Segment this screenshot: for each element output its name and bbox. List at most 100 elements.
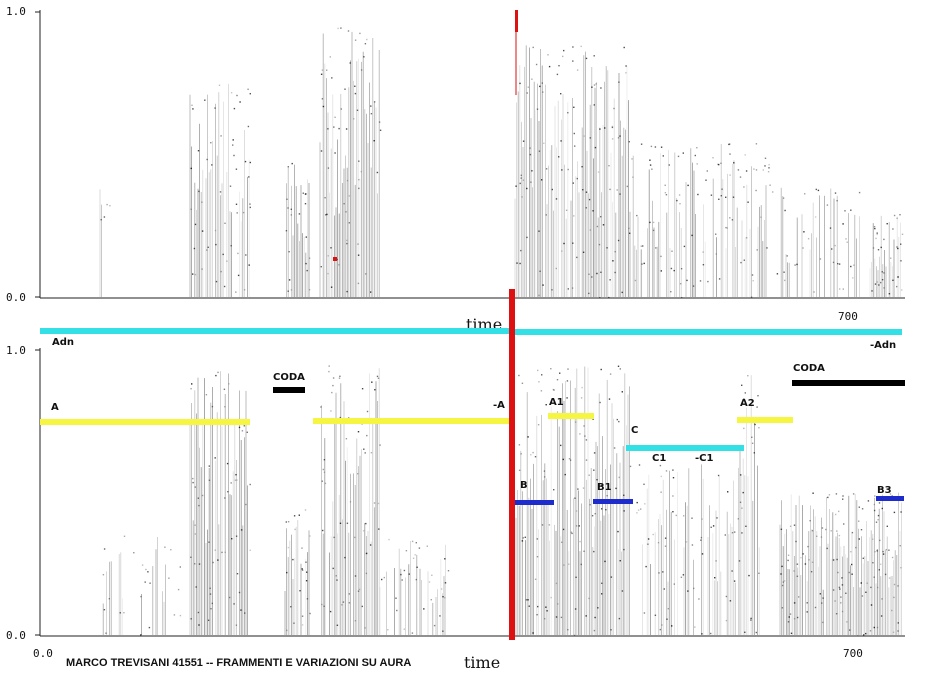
top-red-marker <box>515 10 518 32</box>
spectral-streak <box>231 538 233 540</box>
spectral-streak <box>601 508 603 510</box>
spectral-streak <box>563 49 565 52</box>
spectral-streak <box>897 247 899 250</box>
spectral-streak <box>748 574 750 577</box>
spectral-streak <box>865 591 867 593</box>
spectral-streak <box>100 219 102 221</box>
spectral-streak <box>556 73 559 76</box>
spectral-streak <box>900 260 902 262</box>
spectral-streak <box>662 571 664 573</box>
spectral-streak <box>784 209 786 212</box>
spectral-streak <box>814 606 817 609</box>
spectral-streak <box>344 88 346 90</box>
spectral-streak <box>842 498 844 500</box>
spectral-streak <box>396 609 398 612</box>
spectral-streak <box>628 227 630 230</box>
spectral-streak <box>301 624 304 626</box>
spectral-streak <box>197 150 200 152</box>
spectral-streak <box>291 162 293 165</box>
spectral-streak <box>198 190 200 193</box>
spectral-streak <box>702 264 705 266</box>
spectral-streak <box>567 288 569 290</box>
spectral-streak <box>838 534 841 537</box>
spectral-streak <box>543 470 546 472</box>
spectral-streak <box>366 434 368 437</box>
spectral-streak <box>893 214 896 217</box>
spectral-streak <box>212 561 214 564</box>
spectral-streak <box>841 577 843 579</box>
spectral-streak <box>781 607 784 609</box>
spectral-streak <box>842 495 844 497</box>
spectral-streak <box>680 268 683 270</box>
spectral-streak <box>720 195 722 197</box>
spectral-streak <box>637 509 640 511</box>
spectral-streak <box>580 563 582 566</box>
spectral-streak <box>618 617 621 620</box>
spectral-streak <box>876 626 879 629</box>
spectral-streak <box>571 287 574 289</box>
spectral-streak <box>141 564 144 566</box>
spectral-streak <box>900 511 902 513</box>
spectral-streak <box>613 447 616 449</box>
spectral-streak <box>743 427 745 430</box>
spectral-streak <box>803 231 805 233</box>
spectral-streak <box>308 257 311 259</box>
spectral-streak <box>179 614 182 617</box>
spectral-streak <box>654 614 657 616</box>
spectral-streak <box>817 189 820 192</box>
top-red-dot <box>333 257 337 261</box>
spectral-streak <box>893 596 895 599</box>
spectral-streak <box>173 614 176 616</box>
spectral-streak <box>168 577 170 579</box>
spectral-streak <box>233 603 235 605</box>
spectral-streak <box>873 509 876 512</box>
spectral-streak <box>249 93 251 95</box>
spectral-streak <box>623 510 625 512</box>
spectral-streak <box>596 272 598 275</box>
spectral-streak <box>547 54 549 56</box>
spectral-streak <box>230 482 232 484</box>
spectral-streak <box>781 584 784 587</box>
spectral-streak <box>784 279 786 282</box>
spectral-streak <box>103 609 106 611</box>
spectral-streak <box>527 86 529 88</box>
spectral-streak <box>301 569 304 571</box>
spectral-streak <box>412 557 415 559</box>
spectral-streak <box>845 592 847 594</box>
spectral-streak <box>836 530 838 532</box>
spectral-streak <box>357 590 360 592</box>
spectral-streak <box>631 158 633 160</box>
spectral-streak <box>831 248 833 250</box>
spectral-streak <box>645 565 647 568</box>
spectral-streak <box>235 535 238 537</box>
spectral-streak <box>442 630 444 632</box>
spectral-streak <box>243 289 246 291</box>
spectral-streak <box>826 547 828 550</box>
spectral-streak <box>526 92 528 94</box>
spectral-streak <box>555 616 558 618</box>
spectral-streak <box>733 162 735 164</box>
spectral-streak <box>336 624 339 626</box>
spectral-streak <box>767 171 770 173</box>
spectral-streak <box>215 280 218 283</box>
spectral-streak <box>766 247 768 249</box>
spectral-streak <box>346 290 348 293</box>
spectral-streak <box>194 563 196 565</box>
spectral-streak <box>701 518 703 520</box>
spectral-streak <box>696 163 698 165</box>
spectral-streak <box>734 531 736 533</box>
spectral-streak <box>210 142 212 144</box>
spectral-streak <box>579 433 581 435</box>
spectral-streak <box>144 581 146 583</box>
spectral-streak <box>354 575 357 577</box>
b3-bar <box>876 496 904 501</box>
spectral-streak <box>374 389 376 391</box>
spectral-streak <box>140 634 142 636</box>
spectral-streak <box>796 575 799 577</box>
spectral-streak <box>366 38 368 41</box>
spectral-streak <box>527 599 529 601</box>
spectral-streak <box>553 389 555 391</box>
spectral-streak <box>581 166 583 168</box>
spectral-streak <box>515 185 517 187</box>
spectral-streak <box>837 263 839 265</box>
